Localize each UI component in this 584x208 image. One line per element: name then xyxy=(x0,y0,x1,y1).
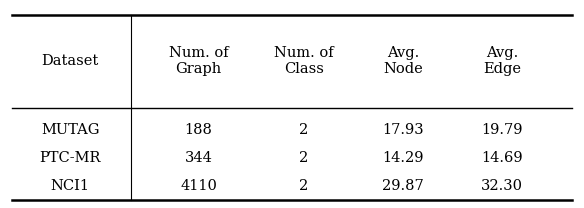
Text: 344: 344 xyxy=(185,151,213,165)
Text: 2: 2 xyxy=(299,179,308,193)
Text: NCI1: NCI1 xyxy=(51,179,89,193)
Text: 19.79: 19.79 xyxy=(481,123,523,137)
Text: 14.29: 14.29 xyxy=(382,151,424,165)
Text: Dataset: Dataset xyxy=(41,54,99,68)
Text: 2: 2 xyxy=(299,123,308,137)
Text: Avg.
Node: Avg. Node xyxy=(383,46,423,77)
Text: 17.93: 17.93 xyxy=(382,123,424,137)
Text: 29.87: 29.87 xyxy=(382,179,424,193)
Text: MUTAG: MUTAG xyxy=(41,123,99,137)
Text: 2: 2 xyxy=(299,151,308,165)
Text: 14.69: 14.69 xyxy=(481,151,523,165)
Text: Num. of
Graph: Num. of Graph xyxy=(169,46,228,77)
Text: Num. of
Class: Num. of Class xyxy=(274,46,333,77)
Text: PTC-MR: PTC-MR xyxy=(39,151,101,165)
Text: Avg.
Edge: Avg. Edge xyxy=(483,46,522,77)
Text: 4110: 4110 xyxy=(180,179,217,193)
Text: 32.30: 32.30 xyxy=(481,179,523,193)
Text: 188: 188 xyxy=(185,123,213,137)
